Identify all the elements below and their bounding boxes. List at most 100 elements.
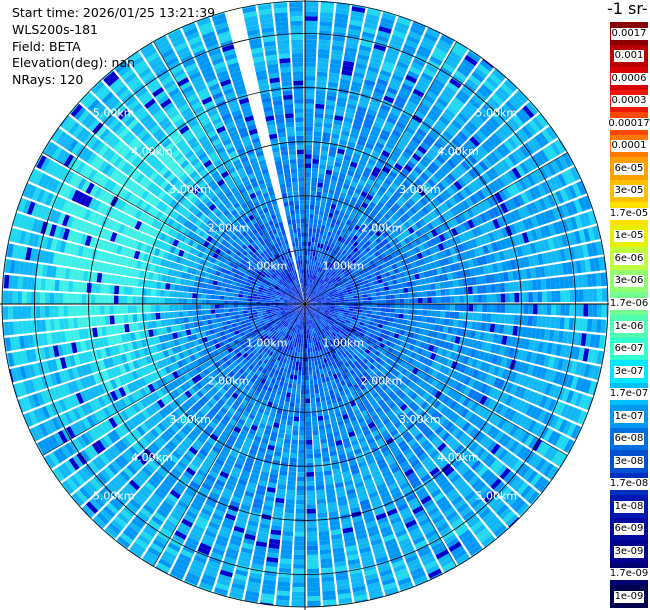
ray-gate [289, 462, 297, 468]
ray-gate [526, 217, 535, 229]
ray-gate [356, 432, 365, 440]
ray-gate [308, 288, 310, 293]
ray-gate [444, 466, 455, 477]
ray-gate [307, 302, 313, 304]
ray-gate [513, 398, 522, 411]
ray-gate [425, 284, 432, 291]
ray-gate [467, 219, 475, 229]
ray-gate [487, 232, 496, 243]
ray-gate [385, 295, 391, 300]
ray-gate [494, 252, 501, 262]
ray-gate [516, 445, 528, 458]
ray-gate [327, 261, 332, 267]
ray-gate [305, 149, 312, 155]
ray-gate [434, 518, 447, 529]
ray-gate [434, 217, 443, 226]
ray-gate [496, 464, 508, 477]
ray-gate [432, 268, 438, 276]
ray-gate [372, 391, 380, 399]
ray-gate [474, 267, 481, 276]
ray-gate [569, 289, 575, 302]
ray-gate [405, 126, 416, 136]
ray-gate [492, 365, 501, 376]
ray-gate [514, 304, 520, 314]
ray-gate [373, 121, 384, 129]
ray-gate [306, 292, 308, 297]
ray-gate [279, 465, 288, 472]
ray-gate [422, 525, 436, 535]
ray-gate [312, 149, 320, 155]
ray-gate [372, 257, 379, 264]
ray-gate [396, 380, 404, 389]
ray-gate [331, 325, 336, 331]
ray-gate [492, 113, 504, 126]
ray-gate [351, 228, 358, 235]
ray-gate [337, 148, 345, 155]
ray-gate [317, 290, 322, 295]
ray-gate [468, 413, 477, 424]
ray-gate [331, 331, 337, 337]
ray-gate [364, 453, 374, 461]
ray-gate [322, 259, 327, 265]
ray-gate [335, 276, 341, 281]
ray-gate [369, 100, 381, 108]
ray-gate [398, 537, 411, 547]
ray-gate [473, 524, 487, 536]
ray-gate [490, 313, 497, 323]
ray-gate [316, 304, 322, 306]
ray-gate [361, 425, 369, 433]
ray-gate [312, 304, 317, 306]
ray-gate [388, 285, 394, 290]
ray-gate [583, 212, 592, 227]
ray-gate [400, 375, 408, 384]
ray-gate [439, 557, 454, 568]
ray-gate [344, 272, 350, 278]
ray-gate [426, 213, 434, 222]
ray-gate [592, 304, 598, 318]
ray-gate [481, 341, 488, 351]
ray-gate [376, 112, 387, 121]
ray-gate [425, 90, 438, 101]
ray-gate [494, 323, 500, 334]
ray-gate [307, 250, 311, 256]
ray-gate [544, 368, 552, 382]
ray-gate [317, 503, 327, 509]
ray-gate [313, 312, 317, 317]
ray-gate [349, 238, 356, 245]
ray-gate [311, 305, 317, 308]
ray-gate [476, 432, 486, 444]
ray-gate [338, 313, 344, 316]
ray-gate [467, 367, 475, 377]
ray-gate [466, 51, 481, 63]
ray-gate [295, 365, 299, 371]
ray-gate [410, 338, 417, 346]
ray-gate [387, 265, 394, 272]
ray-gate [367, 395, 375, 403]
ray-gate [284, 434, 292, 440]
ray-gate [507, 137, 519, 150]
ray-gate [486, 294, 492, 303]
ray-gate [375, 377, 382, 385]
ray-gate [352, 292, 358, 297]
ray-gate [330, 232, 336, 239]
ray-gate [418, 235, 426, 244]
ray-gate [321, 305, 326, 308]
ray-gate [453, 319, 459, 327]
ray-gate [410, 240, 418, 248]
ray-gate [450, 518, 464, 529]
ray-gate [398, 138, 408, 147]
ray-gate [526, 140, 538, 153]
ray-gate [325, 169, 333, 176]
ray-gate [479, 107, 491, 119]
ray-gate [370, 129, 380, 138]
ray-gate [344, 378, 351, 384]
ray-gate [311, 181, 317, 187]
ray-gate [508, 153, 519, 166]
ray-gate [400, 113, 411, 122]
ray-gate [556, 235, 564, 248]
ray-gate [358, 461, 367, 468]
ray-gate [310, 308, 315, 312]
ray-gate [528, 304, 534, 315]
ray-gate [408, 425, 418, 434]
ray-gate [346, 328, 352, 333]
